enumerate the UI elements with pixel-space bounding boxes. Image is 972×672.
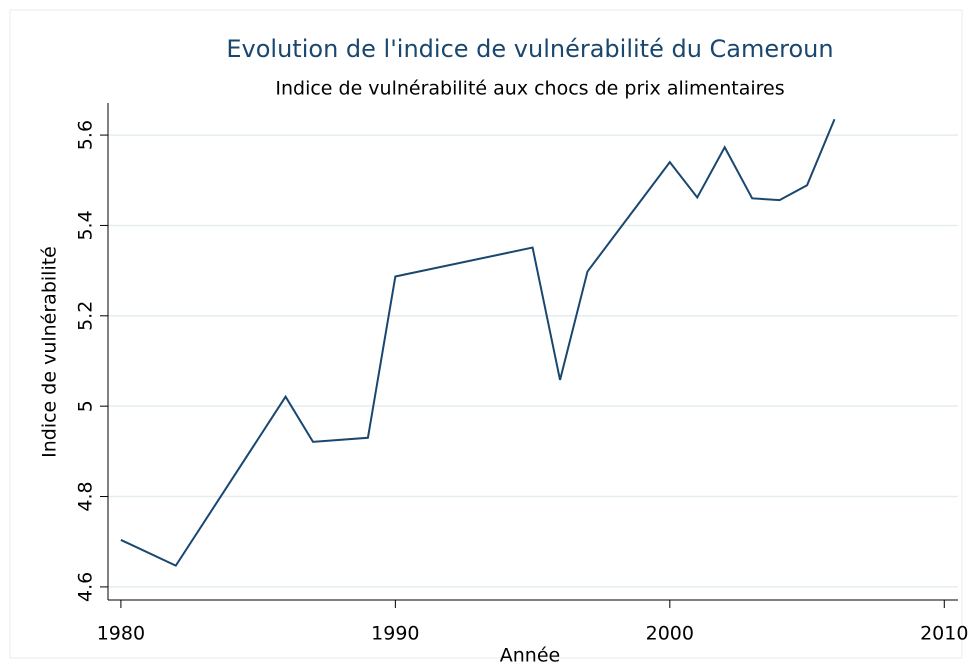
line-series — [120, 118, 836, 567]
x-tick-label: 2010 — [920, 623, 968, 645]
x-tick-label: 2000 — [646, 623, 694, 645]
y-tick-label: 5 — [75, 400, 97, 412]
y-tick-label: 5.6 — [75, 120, 97, 150]
x-tick-label: 1990 — [371, 623, 419, 645]
x-axis-label: Année — [500, 645, 560, 667]
graph-region — [9, 9, 963, 659]
chart-title: Evolution de l'indice de vulnérabilité d… — [226, 35, 833, 63]
y-tick-label: 4.6 — [75, 572, 97, 602]
y-tick-label: 5.2 — [75, 301, 97, 331]
y-axis-label: Indice de vulnérabilité — [39, 246, 61, 458]
x-tick-label: 1980 — [97, 623, 145, 645]
y-tick-label: 5.4 — [75, 210, 97, 240]
chart-subtitle: Indice de vulnérabilité aux chocs de pri… — [275, 78, 784, 100]
y-tick-label: 4.8 — [75, 481, 97, 511]
